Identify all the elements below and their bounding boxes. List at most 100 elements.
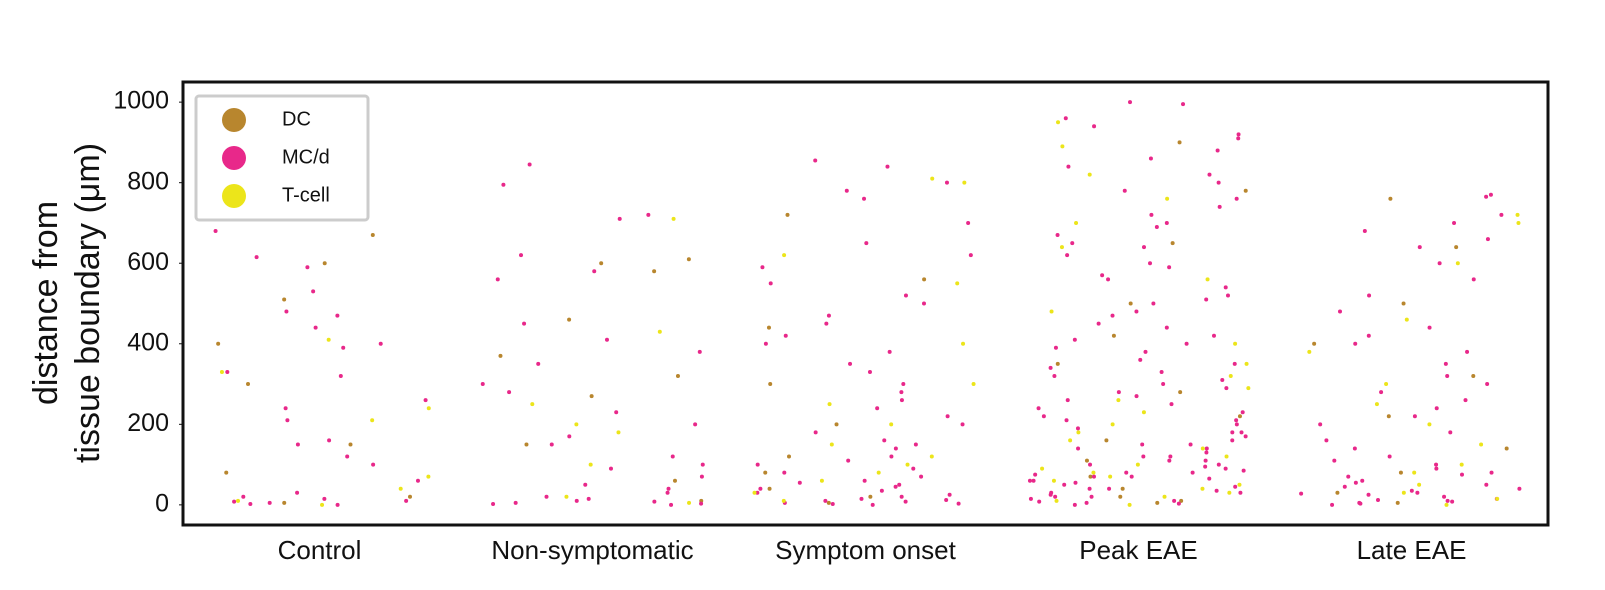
data-point: [955, 281, 960, 286]
data-point: [1148, 261, 1153, 266]
data-point: [1233, 484, 1238, 489]
data-point: [766, 325, 771, 330]
data-point: [1445, 498, 1450, 503]
data-point: [826, 500, 831, 505]
data-point: [760, 265, 765, 270]
data-point: [567, 317, 572, 322]
data-point: [755, 490, 760, 495]
data-point: [1484, 194, 1489, 199]
data-point: [1141, 245, 1146, 250]
data-point: [423, 398, 428, 403]
data-point: [1165, 196, 1170, 201]
data-point: [1164, 325, 1169, 330]
data-point: [1122, 188, 1127, 193]
data-point: [1236, 132, 1241, 137]
data-point: [1063, 116, 1068, 121]
data-point: [868, 494, 873, 499]
data-point: [1415, 490, 1420, 495]
data-point: [1178, 390, 1183, 395]
data-point: [1485, 382, 1490, 387]
data-point: [665, 490, 670, 495]
data-point: [848, 361, 853, 366]
data-point: [1312, 341, 1317, 346]
data-point: [246, 382, 251, 387]
data-point: [824, 321, 829, 326]
data-point: [882, 438, 887, 443]
data-point: [371, 462, 376, 467]
data-point: [899, 494, 904, 499]
data-point: [285, 418, 290, 423]
data-point: [295, 490, 300, 495]
data-point: [219, 369, 224, 374]
data-point: [404, 498, 409, 503]
data-point: [1053, 494, 1058, 499]
data-point: [867, 369, 872, 374]
data-point: [1064, 418, 1069, 423]
data-point: [326, 337, 331, 342]
data-point: [398, 486, 403, 491]
data-point: [1088, 462, 1093, 467]
data-point: [826, 313, 831, 318]
data-point: [885, 164, 890, 169]
data-point: [254, 255, 259, 260]
data-point: [1128, 100, 1133, 105]
data-point: [971, 382, 976, 387]
x-tick-label: Non-symptomatic: [491, 535, 693, 565]
data-point: [378, 341, 383, 346]
data-point: [1181, 102, 1186, 107]
data-point: [1238, 490, 1243, 495]
data-point: [785, 212, 790, 217]
data-point: [1118, 494, 1123, 499]
data-point: [862, 478, 867, 483]
data-point: [1417, 245, 1422, 250]
data-point: [1307, 349, 1312, 354]
data-point: [1434, 406, 1439, 411]
data-point: [1204, 446, 1209, 451]
data-point: [1116, 390, 1121, 395]
data-point: [699, 498, 704, 503]
data-point: [870, 502, 875, 507]
data-point: [1143, 349, 1148, 354]
data-point: [1387, 454, 1392, 459]
data-point: [617, 216, 622, 221]
data-point: [241, 494, 246, 499]
data-point: [1234, 196, 1239, 201]
data-point: [813, 158, 818, 163]
data-point: [1162, 494, 1167, 499]
data-point: [1434, 462, 1439, 467]
data-point: [893, 446, 898, 451]
data-point: [905, 462, 910, 467]
data-point: [1188, 442, 1193, 447]
data-point: [968, 253, 973, 258]
data-point: [1240, 410, 1245, 415]
data-point: [1223, 285, 1228, 290]
data-point: [1141, 410, 1146, 415]
data-point: [1401, 301, 1406, 306]
x-tick-label: Symptom onset: [775, 535, 956, 565]
data-point: [1299, 491, 1304, 496]
data-point: [1072, 337, 1077, 342]
data-point: [1246, 386, 1251, 391]
data-point: [893, 484, 898, 489]
data-point: [1342, 484, 1347, 489]
data-point: [1409, 488, 1414, 493]
data-point: [1241, 468, 1246, 473]
data-point: [1088, 474, 1093, 479]
data-point: [583, 482, 588, 487]
data-point: [1434, 466, 1439, 471]
data-point: [522, 321, 527, 326]
y-tick-label: 1000: [113, 87, 169, 115]
data-point: [767, 486, 772, 491]
data-point: [1124, 470, 1129, 475]
data-point: [1398, 470, 1403, 475]
data-point: [897, 482, 902, 487]
data-point: [1465, 349, 1470, 354]
data-point: [282, 500, 287, 505]
data-point: [693, 422, 698, 427]
legend-label: T-cell: [282, 184, 330, 206]
y-tick-label: 200: [127, 409, 169, 437]
data-point: [1404, 317, 1409, 322]
data-point: [1151, 301, 1156, 306]
data-point: [844, 188, 849, 193]
data-point: [966, 220, 971, 225]
